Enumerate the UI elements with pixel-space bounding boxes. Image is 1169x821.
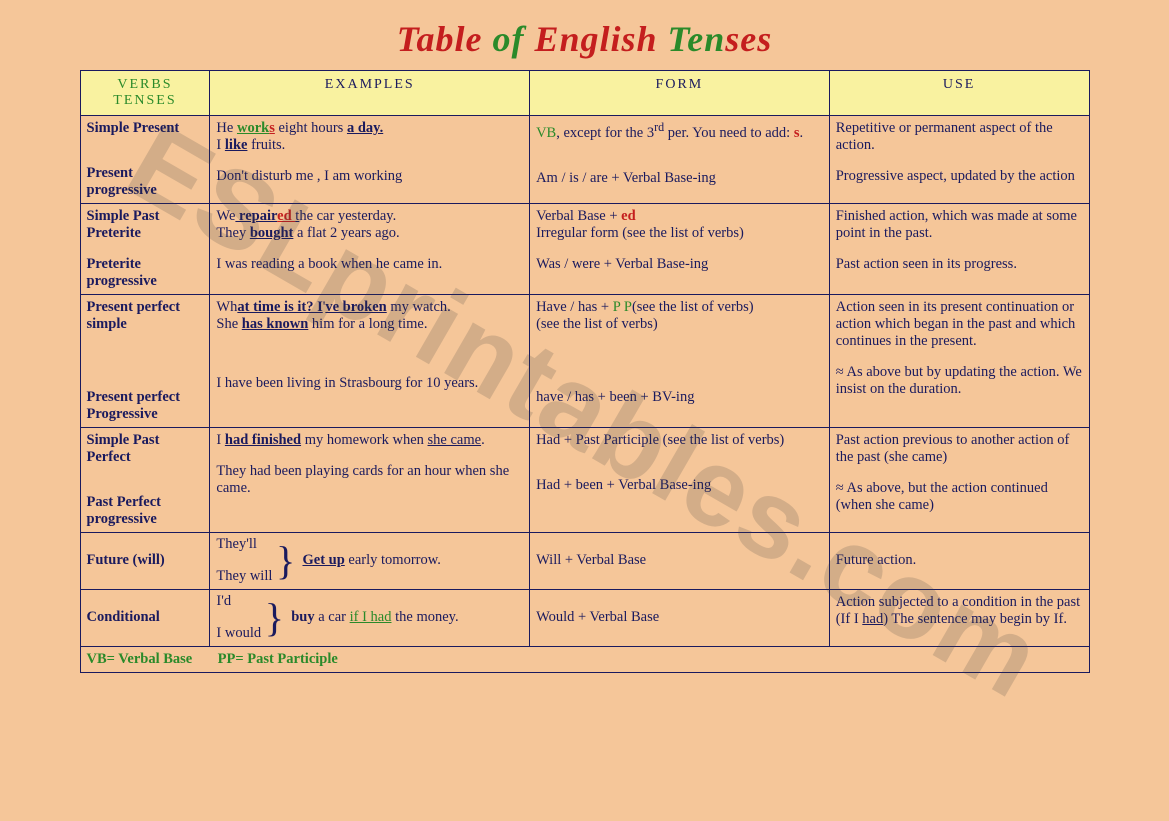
header-form: FORM — [530, 71, 830, 116]
table-row: Present perfect simple Present perfect P… — [80, 295, 1089, 428]
use-text: ≈ As above but by updating the action. W… — [836, 364, 1082, 397]
form-text: (see the list of verbs) — [536, 316, 658, 332]
header-use: USE — [829, 71, 1089, 116]
header-examples: EXAMPLES — [210, 71, 530, 116]
example-text: buy a car if I had the money. — [288, 609, 459, 626]
use-text: Action subjected to a condition in the p… — [836, 594, 1080, 627]
table-row: Future (will) They'll They will } Get up… — [80, 533, 1089, 590]
example-text: I was reading a book when he came in. — [216, 256, 442, 272]
page-title: Table of English Tenses — [0, 0, 1169, 70]
use-text: ≈ As above, but the action continued (wh… — [836, 480, 1048, 513]
legend-row: VB= Verbal Base PP= Past Participle — [80, 646, 1089, 672]
title-seg: of — [492, 19, 534, 59]
tense-label: Future (will) — [87, 552, 165, 568]
table-row: Conditional I'd I would } buy a car if I… — [80, 589, 1089, 646]
tense-label: Past Perfect progressive — [87, 494, 161, 527]
form-text: Will + Verbal Base — [536, 552, 646, 568]
tense-label: Preterite progressive — [87, 256, 157, 289]
example-text: I like fruits. — [216, 137, 285, 153]
brace-subjects: I'd I would — [216, 594, 261, 642]
brace-subjects: They'll They will — [216, 537, 272, 585]
example-text: Don't disturb me , I am working — [216, 168, 402, 184]
form-text: Had + been + Verbal Base-ing — [536, 477, 711, 493]
use-text: Repetitive or permanent aspect of the ac… — [836, 120, 1053, 153]
tense-label: Simple Present — [87, 120, 180, 136]
legend-vb: VB= Verbal Base — [87, 651, 193, 667]
tenses-table: VERBS TENSES EXAMPLES FORM USE Simple Pr… — [80, 70, 1090, 673]
example-text: He works eight hours a day. — [216, 120, 383, 136]
table-row: Simple Present Present progressive He wo… — [80, 116, 1089, 204]
example-text: She has known him for a long time. — [216, 316, 427, 332]
use-text: Action seen in its present continuation … — [836, 299, 1076, 349]
example-text: They bought a flat 2 years ago. — [216, 225, 399, 241]
brace-icon: } — [265, 598, 284, 638]
tense-label: Conditional — [87, 609, 160, 625]
use-text: Future action. — [836, 552, 917, 568]
tense-label: Present progressive — [87, 165, 157, 198]
tense-label: Simple Past Perfect — [87, 432, 160, 465]
brace-icon: } — [276, 541, 295, 581]
form-text: Was / were + Verbal Base-ing — [536, 256, 708, 272]
title-seg: English — [534, 19, 667, 59]
form-text: Would + Verbal Base — [536, 609, 659, 625]
form-text: Verbal Base + ed — [536, 208, 636, 224]
use-text: Past action seen in its progress. — [836, 256, 1017, 272]
form-text: have / has + been + BV-ing — [536, 389, 694, 405]
example-text: Get up early tomorrow. — [299, 552, 441, 569]
example-text: We repaired the car yesterday. — [216, 208, 396, 224]
example-text: I had finished my homework when she came… — [216, 432, 484, 448]
form-text: Had + Past Participle (see the list of v… — [536, 432, 784, 448]
form-text: Irregular form (see the list of verbs) — [536, 225, 744, 241]
use-text: Finished action, which was made at some … — [836, 208, 1077, 241]
title-seg: Ten — [668, 19, 726, 59]
example-text: I have been living in Strasbourg for 10 … — [216, 375, 478, 391]
use-text: Progressive aspect, updated by the actio… — [836, 168, 1075, 184]
use-text: Past action previous to another action o… — [836, 432, 1070, 465]
table-row: Simple Past Perfect Past Perfect progres… — [80, 428, 1089, 533]
legend-pp: PP= Past Participle — [218, 651, 338, 667]
example-text: What time is it? I've broken my watch. — [216, 299, 450, 315]
tense-label: Present perfect Progressive — [87, 389, 181, 422]
tense-label: Simple Past Preterite — [87, 208, 160, 241]
table-row: Simple Past Preterite Preterite progress… — [80, 204, 1089, 295]
form-text: Am / is / are + Verbal Base-ing — [536, 170, 716, 186]
title-seg: Table — [397, 19, 493, 59]
form-text: VB, except for the 3rd per. You need to … — [536, 125, 803, 141]
example-text: They had been playing cards for an hour … — [216, 463, 509, 496]
form-text: Have / has + P P(see the list of verbs) — [536, 299, 753, 315]
header-tenses: VERBS TENSES — [80, 71, 210, 116]
tense-label: Present perfect simple — [87, 299, 181, 332]
title-seg: ses — [725, 19, 772, 59]
